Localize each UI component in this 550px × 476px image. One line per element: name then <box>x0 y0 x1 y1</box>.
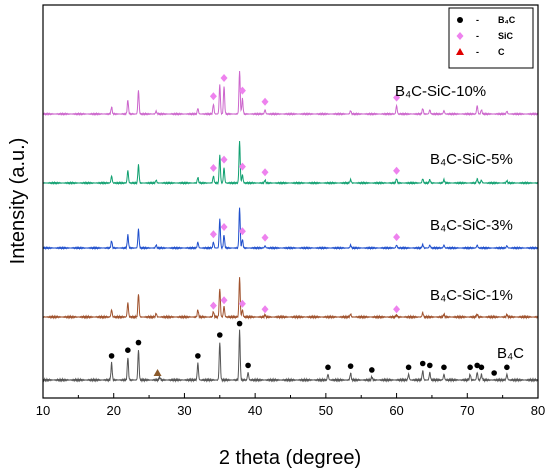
series-label-b4c: B₄C <box>497 345 524 362</box>
marker-sic <box>393 233 401 242</box>
legend-marker-c <box>456 48 464 55</box>
marker-sic <box>209 92 217 101</box>
x-tick-label: 80 <box>531 403 545 418</box>
marker-sic <box>238 227 246 236</box>
marker-sic <box>238 162 246 171</box>
x-tick-label: 60 <box>389 403 403 418</box>
series-label-b4c-sic-5pct: B₄C-SiC-5% <box>430 151 513 168</box>
marker-sic <box>393 93 401 102</box>
marker-sic <box>261 305 269 314</box>
legend-marker-sic <box>456 32 464 40</box>
marker-b4c <box>347 363 354 369</box>
marker-b4c <box>325 364 331 371</box>
series-line-b4c-sic-5pct <box>42 141 539 186</box>
series-label-b4c-sic-10pct: B₄C-SiC-10% <box>395 83 486 100</box>
marker-b4c <box>125 347 131 354</box>
legend-label: B₄C <box>498 15 516 25</box>
legend: - B₄C - SiC - C <box>448 7 534 69</box>
marker-b4c <box>245 362 251 369</box>
marker-sic <box>261 168 269 177</box>
marker-b4c <box>478 364 485 371</box>
marker-b4c <box>405 364 412 371</box>
series-label-b4c-sic-3pct: B₄C-SiC-3% <box>430 217 513 234</box>
series-label-b4c-sic-1pct: B₄C-SiC-1% <box>430 287 513 304</box>
marker-b4c <box>108 353 115 359</box>
series-line-b4c-sic-1pct <box>42 277 539 320</box>
x-tick-label: 20 <box>106 403 120 418</box>
x-axis-ticks: 10 20 30 40 50 60 70 80 <box>36 393 545 418</box>
marker-b4c <box>491 370 497 376</box>
marker-sic <box>261 233 269 242</box>
marker-sic <box>220 296 228 305</box>
curves-layer <box>42 71 539 383</box>
curve-labels-layer: B₄C B₄C-SiC-1% B₄C-SiC-3% B₄C-SiC-5% B₄C-SiC… <box>395 83 524 362</box>
marker-c <box>153 368 162 376</box>
marker-sic <box>393 305 401 314</box>
marker-sic <box>209 301 217 310</box>
markers-layer <box>108 74 510 376</box>
marker-b4c <box>467 364 473 371</box>
marker-sic <box>209 164 217 172</box>
legend-label: C <box>498 47 505 57</box>
x-tick-label: 10 <box>36 403 50 418</box>
x-tick-label: 50 <box>319 403 333 418</box>
x-tick-label: 40 <box>248 403 262 418</box>
marker-b4c <box>441 364 447 371</box>
y-axis-title: Intensity (a.u.) <box>7 138 29 265</box>
series-line-b4c-sic-10pct <box>42 71 539 117</box>
marker-b4c <box>135 339 142 346</box>
x-tick-label: 30 <box>177 403 191 418</box>
legend-marker-b4c <box>457 17 463 23</box>
marker-b4c <box>195 353 201 359</box>
marker-sic <box>261 97 269 106</box>
marker-b4c <box>427 362 433 369</box>
marker-b4c <box>216 332 223 338</box>
marker-b4c <box>369 367 375 373</box>
legend-dash: - <box>476 15 479 25</box>
x-tick-label: 70 <box>460 403 474 418</box>
marker-sic <box>220 74 228 82</box>
series-line-b4c-sic-3pct <box>42 207 539 251</box>
marker-b4c <box>236 320 243 327</box>
marker-sic <box>393 166 401 175</box>
marker-sic <box>238 299 246 308</box>
legend-box <box>448 7 534 69</box>
marker-b4c <box>474 362 480 369</box>
x-axis-title: 2 theta (degree) <box>219 447 361 469</box>
marker-sic <box>238 86 246 95</box>
legend-dash: - <box>476 47 479 57</box>
legend-label: SiC <box>498 31 514 41</box>
marker-sic <box>220 155 228 164</box>
marker-b4c <box>419 360 426 367</box>
series-line-b4c <box>42 329 539 383</box>
marker-sic <box>220 222 228 231</box>
legend-dash: - <box>476 31 479 41</box>
marker-sic <box>209 230 217 239</box>
marker-b4c <box>504 364 510 371</box>
